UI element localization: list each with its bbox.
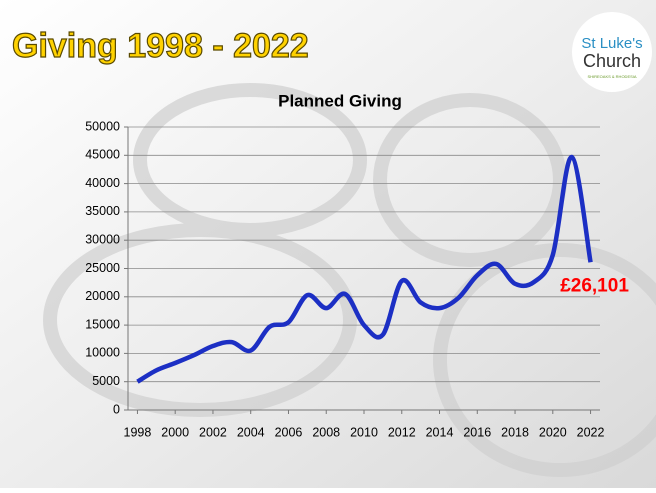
- x-tick-label: 2022: [577, 425, 605, 439]
- x-tick-label: 2014: [426, 425, 454, 439]
- x-tick-label: 2008: [312, 425, 340, 439]
- y-tick-label: 45000: [85, 148, 120, 162]
- x-tick-label: 2012: [388, 425, 416, 439]
- x-tick-label: 2004: [237, 425, 265, 439]
- data-line: [136, 154, 593, 384]
- y-tick-label: 50000: [85, 119, 120, 133]
- x-tick-label: 2006: [275, 425, 303, 439]
- y-tick-label: 10000: [85, 346, 120, 360]
- x-tick-label: 2000: [161, 425, 189, 439]
- x-tick-label: 2010: [350, 425, 378, 439]
- y-tick-label: 5000: [92, 374, 120, 388]
- chart-title: Planned Giving: [278, 91, 402, 110]
- logo-line1: St Luke's: [581, 35, 642, 52]
- y-tick-label: 30000: [85, 232, 120, 246]
- y-tick-label: 25000: [85, 261, 120, 275]
- logo-line2: Church: [583, 51, 641, 71]
- y-tick-label: 35000: [85, 204, 120, 218]
- logo-circle: [572, 12, 652, 92]
- logo-subtitle: SHIREOAKS & RHODESIA: [587, 74, 636, 79]
- x-tick-label: 2002: [199, 425, 227, 439]
- x-tick-label: 1998: [124, 425, 152, 439]
- value-label: £26,101: [560, 275, 629, 296]
- slide-title: Giving 1998 - 2022: [12, 27, 309, 65]
- x-tick-label: 2020: [539, 425, 567, 439]
- y-tick-label: 40000: [85, 176, 120, 190]
- x-tick-label: 2016: [463, 425, 491, 439]
- y-tick-label: 15000: [85, 317, 120, 331]
- y-tick-label: 20000: [85, 289, 120, 303]
- x-tick-label: 2018: [501, 425, 529, 439]
- y-tick-label: 0: [113, 402, 120, 416]
